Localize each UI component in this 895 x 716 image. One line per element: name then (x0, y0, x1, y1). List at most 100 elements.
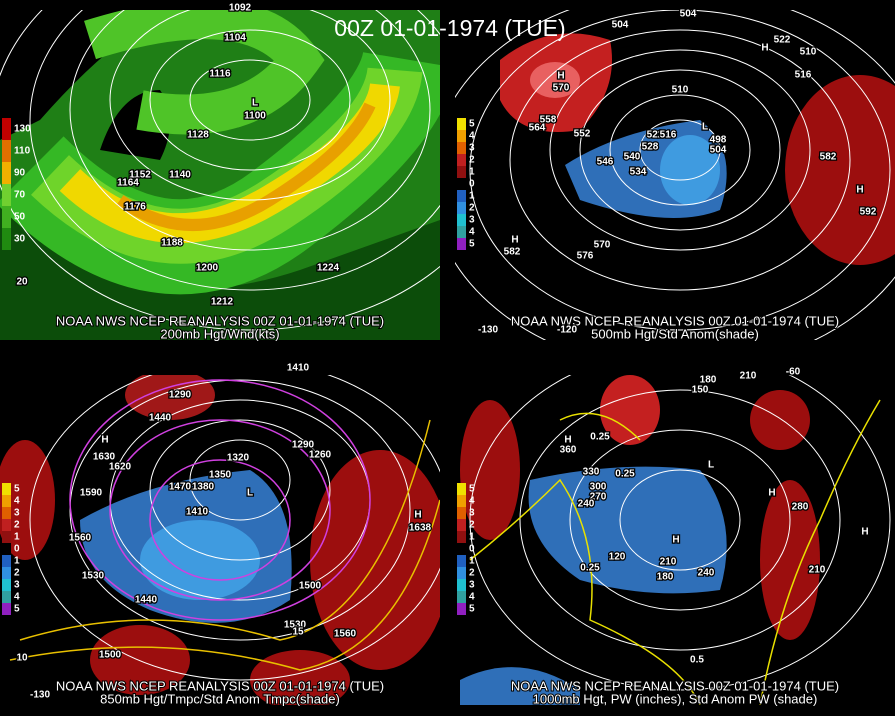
colorbar-label: 5 (14, 484, 20, 495)
panel-source: NOAA NWS NCEP REANALYSIS 00Z 01-01-1974 … (511, 678, 839, 693)
map-label: 0.25 (615, 469, 635, 480)
wind-band (116, 102, 376, 231)
map-label: 1140 (169, 170, 191, 181)
colorbar-label: 3 (14, 508, 20, 519)
colorbar-swatch (2, 228, 11, 250)
shade (0, 200, 440, 340)
panel-source: NOAA NWS NCEP REANALYSIS 00Z 01-01-1974 … (511, 313, 839, 328)
map-label: L (252, 98, 258, 109)
colorbar-label: 2 (469, 203, 475, 214)
map-label: 570 (553, 83, 570, 94)
colorbar-swatch (2, 579, 11, 591)
colorbar-label: 1 (14, 556, 20, 567)
colorbar-label: 4 (14, 592, 20, 603)
contours (469, 375, 891, 691)
map-label: 540 (624, 152, 641, 163)
map-label: 510 (800, 47, 817, 58)
colorbar-label: 50 (14, 212, 26, 223)
map-label: 15 (292, 627, 304, 638)
colorbar-swatch (457, 507, 466, 519)
colorbar-swatch (2, 531, 11, 543)
colorbar-label: 5 (14, 604, 20, 615)
map-label: -130 (478, 325, 498, 336)
colorbar-swatch (2, 206, 11, 228)
map-label: 1620 (109, 462, 132, 473)
map-label: 582 (504, 247, 521, 258)
colorbar-swatch (457, 495, 466, 507)
map-label: 180 (700, 375, 717, 386)
colorbar-label: 3 (469, 580, 475, 591)
colorbar-swatch (2, 162, 11, 184)
panel-source: NOAA NWS NCEP REANALYSIS 00Z 01-01-1974 … (56, 678, 384, 693)
wind-band (84, 10, 325, 135)
anomaly (600, 375, 660, 445)
contours (455, 10, 895, 340)
anomaly (460, 400, 520, 540)
map-label: 1530 (284, 620, 307, 631)
map-label: 1440 (149, 413, 172, 424)
colorbar-label: 4 (469, 227, 475, 238)
colorbar-label: 2 (469, 568, 475, 579)
colorbar-swatch (457, 118, 466, 130)
colorbar-swatch (457, 142, 466, 154)
anomaly (0, 440, 55, 560)
panel-200mb (0, 10, 440, 340)
colorbar-swatch (457, 603, 466, 615)
map-label: 1320 (227, 453, 250, 464)
map-label: 1630 (93, 452, 116, 463)
map-label: 504 (680, 9, 697, 20)
map-label: -130 (30, 690, 50, 701)
colorbar-label: 2 (469, 520, 475, 531)
shade (0, 10, 170, 140)
map-label: 1500 (299, 581, 322, 592)
map-label: 522 (647, 130, 664, 141)
colorbar-swatch (457, 154, 466, 166)
panel-caption: 1000mb Hgt, PW (inches), Std Anom PW (sh… (533, 691, 818, 706)
panel-850mb (0, 375, 440, 705)
colorbar-label: 2 (14, 568, 20, 579)
map-label: 570 (594, 240, 611, 251)
map-label: H (861, 527, 868, 538)
map-label: 1212 (211, 297, 234, 308)
anomaly (660, 135, 720, 205)
map-label: H (557, 71, 564, 82)
map-label: 1410 (287, 363, 310, 374)
panel-1000mb (460, 375, 891, 705)
colorbar-label: 1 (469, 556, 475, 567)
map-label: H (564, 435, 571, 446)
map-label: 534 (630, 167, 647, 178)
map-label: L (702, 122, 708, 133)
map-label: L (247, 488, 253, 499)
map-label: -60 (786, 367, 801, 378)
map-label: 558 (540, 115, 557, 126)
map-label: 1128 (187, 130, 209, 141)
temperature-contours (69, 379, 371, 621)
anomaly (528, 466, 727, 594)
colorbar-swatch (457, 130, 466, 142)
map-label: 1590 (80, 488, 103, 499)
map-label: 1164 (117, 178, 139, 189)
colorbar-label: 4 (469, 592, 475, 603)
colorbar-label: 30 (14, 234, 26, 245)
map-label: 546 (597, 157, 614, 168)
colorbar-label: 2 (469, 155, 475, 166)
panel-source: NOAA NWS NCEP REANALYSIS 00Z 01-01-1974 … (56, 313, 384, 328)
map-label: H (511, 235, 518, 246)
map-label: 1260 (309, 450, 332, 461)
colorbar-label: 3 (469, 508, 475, 519)
map-label: 1440 (135, 595, 158, 606)
colorbar-label: 0 (469, 179, 475, 190)
map-label: 1470 (169, 482, 192, 493)
panel-500mb (455, 10, 895, 340)
map-label: 210 (740, 371, 757, 382)
map-label: 0.5 (690, 655, 704, 666)
colorbar-swatch (2, 184, 11, 206)
colorbar-label: 4 (469, 496, 475, 507)
map-label: 1290 (169, 390, 192, 401)
map-label: H (856, 185, 863, 196)
anomaly (460, 667, 580, 705)
map-label: 1200 (196, 263, 219, 274)
colorbar-label: 4 (14, 496, 20, 507)
map-label: 582 (820, 152, 837, 163)
colorbar-label: 4 (469, 131, 475, 142)
